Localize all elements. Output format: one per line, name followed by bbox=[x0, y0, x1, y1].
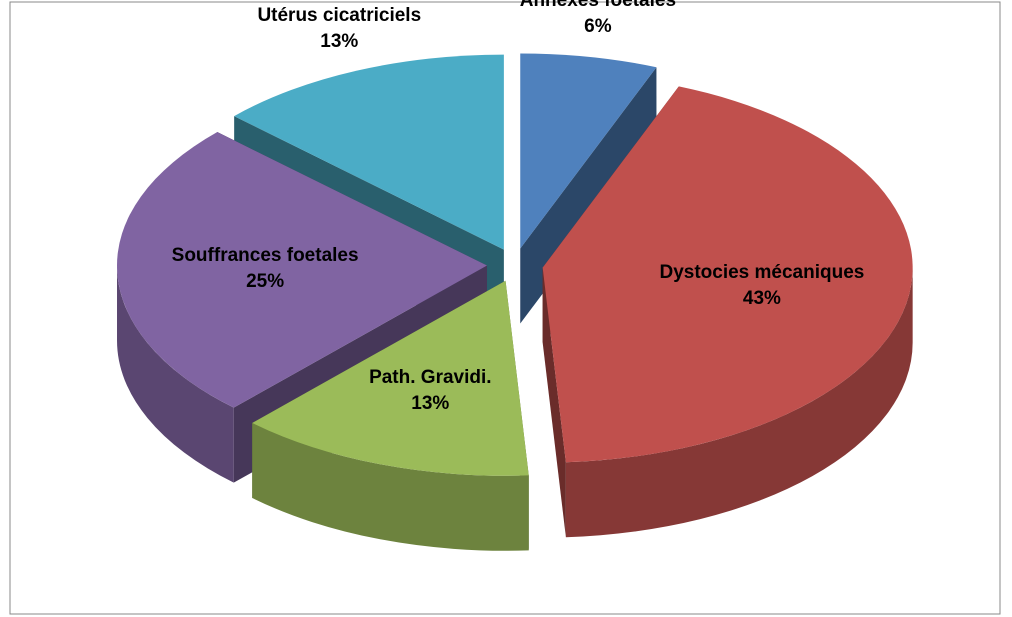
slice-side bbox=[542, 267, 566, 538]
slice-value-label: 13% bbox=[320, 31, 358, 52]
slice-category-label: Utérus cicatriciels bbox=[257, 5, 421, 26]
slice-value-label: 6% bbox=[584, 16, 612, 37]
slice-wall bbox=[117, 265, 234, 483]
slice-value-label: 13% bbox=[411, 393, 449, 414]
slice bbox=[252, 280, 529, 551]
slice-category-label: Dystocies mécaniques bbox=[659, 262, 864, 283]
slice-category-label: Souffrances foetales bbox=[172, 245, 359, 266]
slice-top bbox=[252, 280, 529, 476]
slice-value-label: 43% bbox=[743, 288, 781, 309]
slice-top bbox=[117, 132, 488, 408]
slice-value-label: 25% bbox=[246, 271, 284, 292]
slice-top bbox=[520, 53, 657, 249]
slice-category-label: Path. Gravidi. bbox=[369, 367, 491, 388]
slice-top bbox=[542, 86, 913, 463]
slice-category-label: Annexes foetales bbox=[520, 0, 676, 11]
slice-wall bbox=[252, 422, 529, 551]
slice bbox=[542, 86, 913, 538]
slice-top bbox=[234, 54, 504, 250]
slice-wall bbox=[565, 267, 913, 538]
